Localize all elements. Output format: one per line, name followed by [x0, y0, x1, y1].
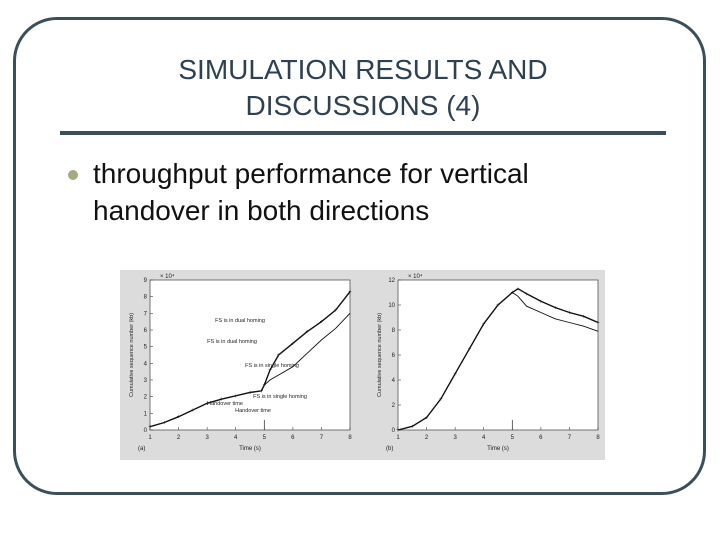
y-tick-label: 6: [392, 353, 396, 359]
y-tick-label: 8: [392, 328, 396, 334]
annotation-label: Handover time: [207, 401, 243, 407]
data-point-marker: +: [348, 290, 352, 296]
slide-title: SIMULATION RESULTS AND DISCUSSIONS (4): [60, 52, 666, 124]
x-tick-label: 2: [425, 435, 429, 441]
data-point-marker: +: [205, 401, 209, 407]
data-point-marker: +: [525, 292, 529, 298]
title-line-1: SIMULATION RESULTS AND: [178, 54, 548, 85]
data-point-marker: +: [511, 291, 515, 297]
y-tick-label: 6: [144, 328, 148, 334]
y-tick-label: 5: [144, 345, 148, 351]
annotation-label: FS is in single homing: [245, 363, 299, 369]
data-point-marker: +: [396, 428, 400, 434]
y-tick-label: 7: [144, 311, 148, 317]
y-tick-label: 0: [144, 428, 148, 434]
annotation-label: FS is in single homing: [253, 394, 307, 400]
plot-area-a: [149, 279, 351, 431]
data-point-marker: +: [468, 347, 472, 353]
data-point-marker: +: [596, 321, 600, 327]
series-line-1: [397, 287, 599, 431]
x-tick-label: 6: [539, 435, 543, 441]
y-tick-label: 8: [144, 295, 148, 301]
data-point-marker: +: [277, 353, 281, 359]
data-point-marker: +: [320, 320, 324, 326]
y-tick-label: 12: [388, 278, 395, 284]
y-tick-label: 9: [144, 278, 148, 284]
x-tick-label: 7: [568, 435, 572, 441]
data-point-marker: +: [582, 314, 586, 320]
title-line-2: DISCUSSIONS (4): [245, 90, 481, 121]
x-tick-label: 5: [263, 435, 267, 441]
data-point-marker: +: [553, 306, 557, 312]
x-tick-label: 1: [148, 435, 152, 441]
series-line-1: [149, 291, 351, 428]
data-point-marker: +: [234, 394, 238, 400]
data-point-marker: +: [439, 397, 443, 403]
y-tick-label: 2: [144, 395, 148, 401]
y-tick-label: 10: [388, 303, 395, 309]
y-tick-label: 1: [144, 411, 148, 417]
series-line-2: [512, 292, 599, 332]
title-divider: [60, 131, 666, 135]
series-line-2: [264, 312, 351, 386]
data-point-marker: +: [191, 408, 195, 414]
data-point-marker: +: [263, 383, 267, 389]
data-point-marker: +: [539, 299, 543, 305]
y-tick-label: 2: [392, 403, 396, 409]
data-point-marker: +: [291, 341, 295, 347]
data-point-marker: +: [482, 322, 486, 328]
bullet-text: throughput performance for vertical hand…: [93, 158, 529, 226]
y-axis-label: Cumulative sequence number (kb): [129, 313, 135, 397]
x-tick-label: 5: [511, 435, 515, 441]
annotation-label: Handover time: [235, 408, 271, 414]
data-point-marker: +: [516, 287, 520, 293]
x-axis-label: Time (s): [487, 446, 509, 452]
panel-label: (b): [386, 446, 393, 452]
data-point-marker: +: [260, 389, 264, 395]
annotation-label: FS is in dual homing: [215, 318, 265, 324]
x-tick-label: 8: [596, 435, 600, 441]
x-tick-label: 1: [396, 435, 400, 441]
data-point-marker: +: [148, 425, 152, 431]
data-point-marker: +: [268, 368, 272, 374]
x-tick-label: 3: [205, 435, 209, 441]
y-tick-label: 3: [144, 378, 148, 384]
bullet-dot-icon: [68, 170, 78, 180]
slide-frame: [13, 17, 706, 495]
exponent-label: × 10⁴: [408, 273, 423, 280]
x-tick-label: 2: [177, 435, 181, 441]
x-tick-label: 8: [348, 435, 352, 441]
data-point-marker: +: [425, 416, 429, 422]
data-point-marker: +: [334, 308, 338, 314]
y-tick-label: 4: [392, 378, 396, 384]
x-tick-label: 6: [291, 435, 295, 441]
y-tick-label: 4: [144, 361, 148, 367]
annotation-label: FS is in dual homing: [207, 339, 257, 345]
data-point-marker: +: [305, 330, 309, 336]
data-point-marker: +: [496, 303, 500, 309]
data-point-marker: +: [248, 391, 252, 397]
data-point-marker: +: [411, 424, 415, 430]
data-point-marker: +: [177, 415, 181, 421]
y-axis-label: Cumulative sequence number (kb): [377, 313, 383, 397]
x-tick-label: 3: [453, 435, 457, 441]
x-tick-label: 4: [482, 435, 486, 441]
x-tick-label: 4: [234, 435, 238, 441]
data-point-marker: +: [163, 421, 167, 427]
data-point-marker: +: [453, 372, 457, 378]
data-point-marker: +: [568, 311, 572, 317]
exponent-label: × 10⁴: [160, 273, 175, 280]
y-tick-label: 0: [392, 428, 396, 434]
x-tick-label: 7: [320, 435, 324, 441]
data-point-marker: +: [220, 397, 224, 403]
panel-label: (a): [138, 446, 145, 452]
x-axis-label: Time (s): [239, 446, 261, 452]
throughput-figure: 1 2 3 4 5 6 7 8 0 1 2 3 4 5 6 7 8 9 × 10⁴ Time (s) Cumulativ…: [120, 270, 605, 460]
